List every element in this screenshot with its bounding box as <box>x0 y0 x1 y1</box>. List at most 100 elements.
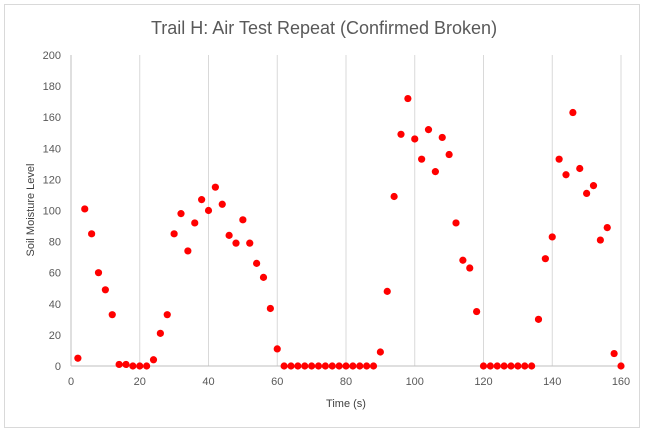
data-point <box>218 200 226 208</box>
data-point <box>335 362 343 370</box>
data-point <box>507 362 515 370</box>
data-point <box>548 233 556 241</box>
data-point <box>273 345 281 353</box>
data-point <box>583 189 591 197</box>
data-point <box>514 362 522 370</box>
data-point <box>617 362 625 370</box>
data-point <box>356 362 364 370</box>
data-point <box>459 256 467 264</box>
data-point <box>411 135 419 143</box>
y-tick-label: 120 <box>43 174 61 186</box>
y-tick-label: 80 <box>49 237 61 249</box>
data-point <box>576 164 584 173</box>
data-point <box>246 239 254 247</box>
grid-lines <box>139 55 622 366</box>
data-point <box>163 311 171 319</box>
y-tick-label: 20 <box>49 330 61 342</box>
data-point <box>369 362 378 370</box>
data-point <box>383 287 391 295</box>
data-point <box>431 168 439 176</box>
data-point <box>184 247 192 255</box>
data-point <box>156 329 164 337</box>
data-point <box>287 362 295 370</box>
data-point <box>404 94 412 103</box>
data-point <box>328 362 336 370</box>
data-point <box>541 255 549 263</box>
y-tick-label: 60 <box>49 268 61 280</box>
data-point <box>424 126 433 134</box>
data-point <box>280 362 288 370</box>
x-tick-label: 40 <box>202 376 214 388</box>
data-point <box>452 219 460 227</box>
x-axis-label: Time (s) <box>326 398 366 410</box>
data-point <box>204 206 213 215</box>
y-tick-label: 140 <box>43 143 61 155</box>
data-point <box>253 259 261 267</box>
x-tick-label: 120 <box>474 376 492 388</box>
y-tick-label: 200 <box>43 50 61 62</box>
data-point <box>473 307 481 316</box>
data-point <box>239 216 247 224</box>
data-point <box>479 362 488 370</box>
data-point <box>191 219 199 227</box>
x-tick-label: 140 <box>543 376 561 388</box>
data-point <box>486 362 494 370</box>
data-point <box>349 362 357 370</box>
data-point <box>500 362 508 370</box>
data-point <box>149 356 158 364</box>
data-point <box>569 108 577 117</box>
x-tick-label: 80 <box>340 376 352 388</box>
data-point <box>603 224 611 232</box>
data-point <box>266 304 274 313</box>
x-tick-label: 20 <box>134 376 146 388</box>
data-point <box>115 360 123 369</box>
data-point <box>211 183 219 191</box>
data-point <box>170 230 178 238</box>
data-point <box>555 155 563 163</box>
x-tick-label: 0 <box>68 376 74 388</box>
y-tick-labels: 0 20 40 60 80 100 120 140 160 180 200 <box>43 50 61 373</box>
y-tick-label: 180 <box>43 81 61 93</box>
data-point <box>198 196 206 204</box>
data-point <box>259 273 268 281</box>
data-point <box>136 362 144 370</box>
data-point <box>521 362 529 370</box>
data-point <box>589 182 598 190</box>
data-points <box>74 94 625 370</box>
y-tick-label: 0 <box>55 361 61 373</box>
data-point <box>108 311 116 319</box>
x-tick-labels: 0 20 40 60 80 100 120 140 160 <box>68 376 630 388</box>
data-point <box>232 239 240 247</box>
data-point <box>445 150 453 159</box>
data-point <box>528 362 536 370</box>
data-point <box>438 133 446 142</box>
data-point <box>390 192 398 201</box>
chart-frame <box>4 4 640 428</box>
x-tick-label: 60 <box>271 376 283 388</box>
data-point <box>376 348 384 356</box>
chart-title: Trail H: Air Test Repeat (Confirmed Brok… <box>151 18 497 38</box>
data-point <box>562 171 570 179</box>
data-point <box>308 362 316 370</box>
data-point <box>314 362 323 370</box>
data-point <box>397 130 405 138</box>
data-point <box>129 362 137 370</box>
data-point <box>94 269 103 277</box>
data-point <box>122 360 130 369</box>
data-point <box>493 362 501 370</box>
data-point <box>81 205 89 213</box>
data-point <box>225 231 233 239</box>
data-point <box>301 362 309 370</box>
data-point <box>177 210 185 218</box>
data-point <box>534 315 543 323</box>
data-point <box>466 264 474 272</box>
x-tick-label: 100 <box>406 376 424 388</box>
data-point <box>596 236 604 244</box>
data-point <box>101 286 109 294</box>
data-point <box>363 362 371 370</box>
y-axis-label: Soil Moisture Level <box>25 164 37 257</box>
data-point <box>321 362 329 370</box>
data-point <box>88 230 96 238</box>
y-tick-label: 100 <box>43 206 61 218</box>
